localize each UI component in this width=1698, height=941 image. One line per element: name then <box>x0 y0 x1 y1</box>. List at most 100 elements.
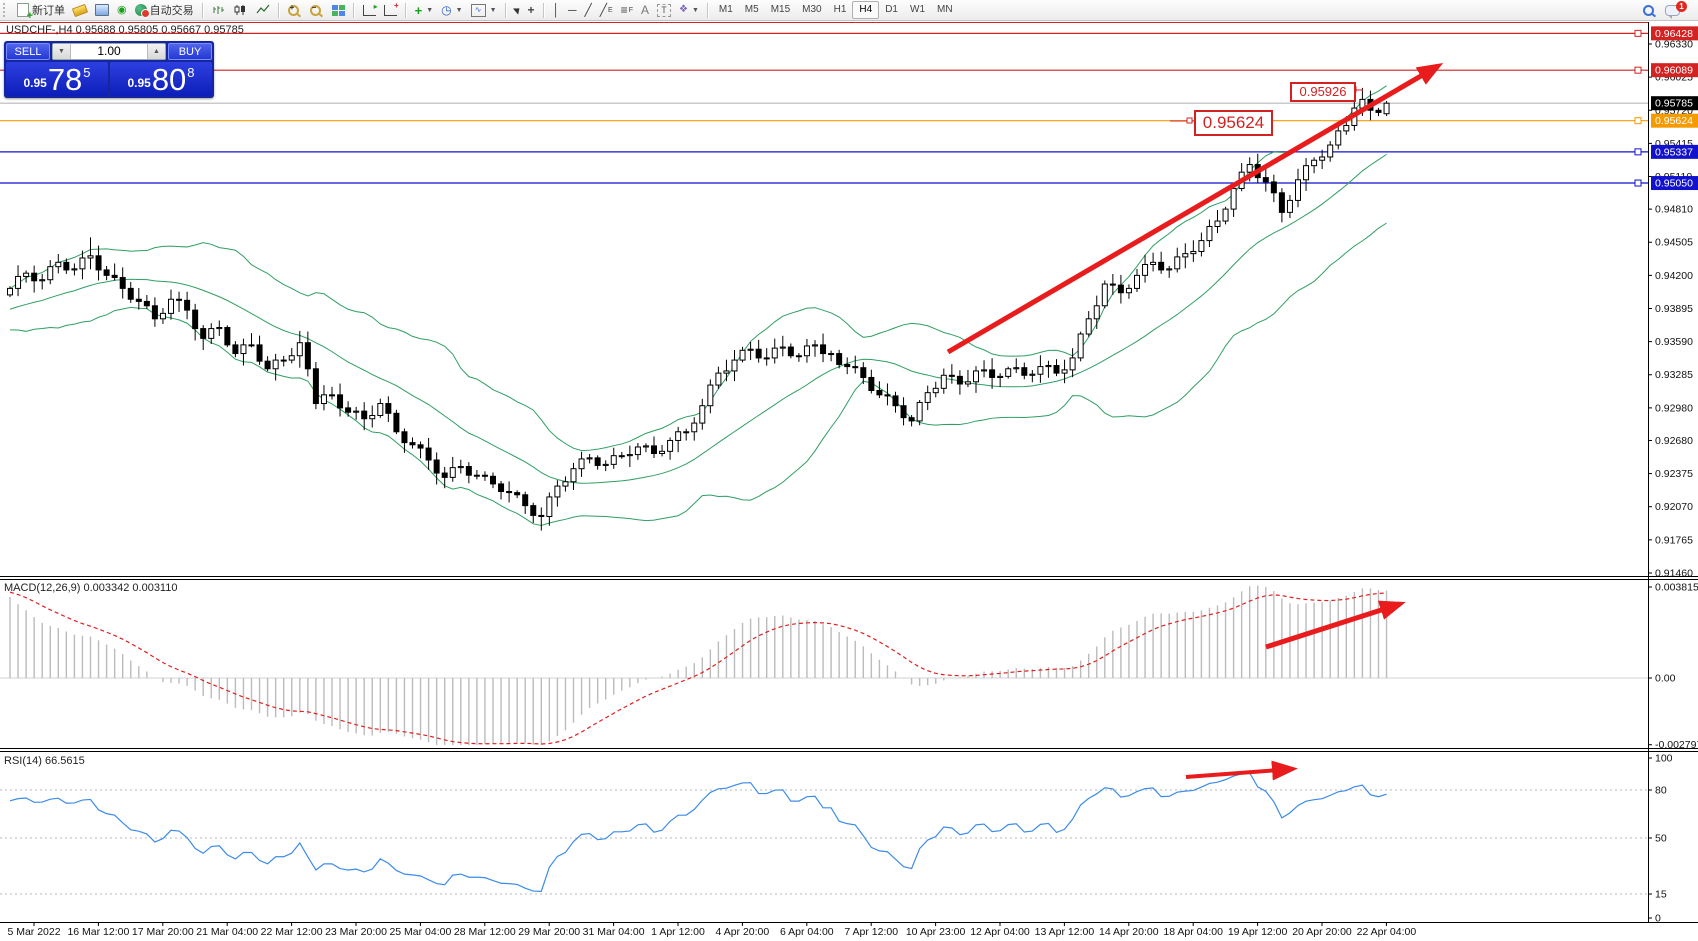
template-button[interactable]: ∿ ▼ <box>467 1 501 19</box>
text-tool[interactable]: A <box>637 1 653 19</box>
svg-text:20 Apr 20:00: 20 Apr 20:00 <box>1292 926 1352 938</box>
terminal-button[interactable] <box>91 1 113 19</box>
volume-up-button[interactable]: ▲ <box>147 44 165 59</box>
svg-text:0.93590: 0.93590 <box>1655 336 1693 348</box>
candlestick-chart-icon <box>234 5 245 15</box>
crosshair-icon: + <box>527 3 535 17</box>
notification-badge: 1 <box>1676 0 1687 12</box>
annotation-price-label-high[interactable]: 0.95926 <box>1290 82 1356 102</box>
svg-text:6 Apr 04:00: 6 Apr 04:00 <box>780 926 834 938</box>
volume-down-button[interactable]: ▼ <box>53 44 71 59</box>
svg-text:21 Mar 04:00: 21 Mar 04:00 <box>196 926 258 938</box>
svg-text:0.93895: 0.93895 <box>1655 303 1693 315</box>
styler-button[interactable] <box>69 1 91 19</box>
tile-windows-icon <box>331 4 345 16</box>
tile-windows-button[interactable] <box>328 1 349 19</box>
text-label-icon: T <box>656 3 671 17</box>
bollinger-lower <box>9 222 1387 526</box>
macd-panel <box>0 585 1648 745</box>
candlestick-chart-button[interactable] <box>230 1 252 19</box>
period-button[interactable]: ◷ ▼ <box>441 3 463 17</box>
add-indicator-button[interactable]: + ▼ <box>414 2 434 18</box>
new-order-icon <box>17 3 33 22</box>
svg-text:17 Mar 20:00: 17 Mar 20:00 <box>132 926 194 938</box>
svg-text:0.00: 0.00 <box>1655 673 1676 685</box>
rsi-line <box>9 772 1387 892</box>
svg-text:0.95785: 0.95785 <box>1655 98 1693 110</box>
sell-price-pip: 5 <box>83 65 91 80</box>
tf-button-H4[interactable]: H4 <box>852 1 880 19</box>
line-chart-button[interactable] <box>252 1 274 19</box>
cursor-tool-button[interactable] <box>511 1 524 19</box>
cursor-icon <box>512 5 522 15</box>
macd-signal-line <box>9 591 1387 745</box>
tf-button-M1[interactable]: M1 <box>718 4 733 15</box>
svg-text:0.93285: 0.93285 <box>1655 369 1693 381</box>
bar-chart-icon <box>213 6 224 14</box>
tf-button-W1[interactable]: W1 <box>910 4 925 15</box>
annotation-price-label-support[interactable]: 0.95624 <box>1194 110 1273 136</box>
buy-price-prefix: 0.95 <box>127 76 151 90</box>
zoom-out-button[interactable]: − <box>306 1 328 19</box>
toolbar-grip[interactable] <box>3 3 10 17</box>
buy-button[interactable]: BUY <box>168 43 212 60</box>
svg-text:5 Mar 2022: 5 Mar 2022 <box>7 926 60 938</box>
chart-shift-button[interactable] <box>380 1 401 19</box>
fibonacci-icon: ≡ <box>620 3 628 17</box>
svg-text:16 Mar 12:00: 16 Mar 12:00 <box>67 926 129 938</box>
new-order-label: 新订单 <box>32 5 65 17</box>
svg-text:-0.002797: -0.002797 <box>1655 739 1698 751</box>
notifications-button[interactable]: 1 <box>1661 0 1690 19</box>
sell-button[interactable]: SELL <box>6 43 50 60</box>
auto-scroll-button[interactable] <box>359 1 380 19</box>
channel-tool[interactable]: ╱ E <box>599 3 613 17</box>
volume-spinner: ▼ 1.00 ▲ <box>52 43 166 60</box>
auto-scroll-icon <box>362 2 378 16</box>
svg-text:0.96089: 0.96089 <box>1655 65 1693 77</box>
shapes-tool[interactable]: ❖ ▼ <box>678 4 699 15</box>
new-order-button[interactable]: 新订单 <box>13 1 69 22</box>
auto-trading-button[interactable]: 自动交易 <box>131 1 198 19</box>
zoom-in-button[interactable]: + <box>284 1 306 19</box>
price-axis: 0.963300.960250.957200.954150.951100.948… <box>1648 22 1698 925</box>
svg-text:50: 50 <box>1655 833 1667 845</box>
time-axis: 5 Mar 2022 16 Mar 12:00 17 Mar 20:00 21 Mar… <box>0 922 1698 938</box>
tf-button-M5[interactable]: M5 <box>744 4 759 15</box>
vertical-line-icon: │ <box>552 3 561 17</box>
svg-text:10 Apr 23:00: 10 Apr 23:00 <box>906 926 966 938</box>
horizontal-line-icon: ─ <box>568 3 577 17</box>
bar-chart-button[interactable] <box>208 1 230 19</box>
svg-text:13 Apr 12:00: 13 Apr 12:00 <box>1035 926 1095 938</box>
one-click-trading-panel: SELL ▼ 1.00 ▲ BUY 0.95 78 5 0.95 80 8 <box>4 41 214 98</box>
svg-text:0.92070: 0.92070 <box>1655 501 1693 513</box>
svg-text:29 Mar 20:00: 29 Mar 20:00 <box>518 926 580 938</box>
volume-input[interactable]: 1.00 <box>97 44 121 58</box>
crosshair-tool-button[interactable]: + <box>524 1 539 19</box>
trendline-tool[interactable]: ╱ <box>581 1 596 19</box>
svg-text:80: 80 <box>1655 785 1667 797</box>
tf-button-M15[interactable]: M15 <box>770 4 791 15</box>
svg-text:4 Apr 20:00: 4 Apr 20:00 <box>716 926 770 938</box>
search-button[interactable] <box>1639 1 1661 19</box>
strategy-tester-button[interactable]: ◉ <box>113 1 131 19</box>
trend-arrows <box>946 62 1444 781</box>
shapes-icon: ❖ <box>678 4 688 15</box>
toolbar: 新订单 ◉ 自动交易 + − +▼ ◷▼ ∿▼ <box>0 0 1698 22</box>
trend-arrow-1 <box>1265 600 1406 650</box>
tf-button-H1[interactable]: H1 <box>833 4 847 15</box>
text-label-tool[interactable]: T <box>653 1 675 19</box>
tf-button-M30[interactable]: M30 <box>802 4 822 15</box>
tf-button-MN[interactable]: MN <box>937 4 953 15</box>
svg-text:0.94200: 0.94200 <box>1655 270 1693 282</box>
svg-text:0.95050: 0.95050 <box>1655 178 1693 190</box>
tf-button-D1[interactable]: D1 <box>885 4 898 15</box>
sell-price-box[interactable]: 0.95 78 5 <box>6 62 108 96</box>
svg-text:0.92375: 0.92375 <box>1655 468 1693 480</box>
bollinger-bands <box>9 85 1387 526</box>
horizontal-line-tool[interactable]: ─ <box>564 1 581 19</box>
buy-price-box[interactable]: 0.95 80 8 <box>110 62 212 96</box>
clock-icon: ◷ <box>441 3 452 17</box>
fibonacci-tool[interactable]: ≡ F <box>620 3 633 17</box>
vertical-line-tool[interactable]: │ <box>549 1 565 19</box>
